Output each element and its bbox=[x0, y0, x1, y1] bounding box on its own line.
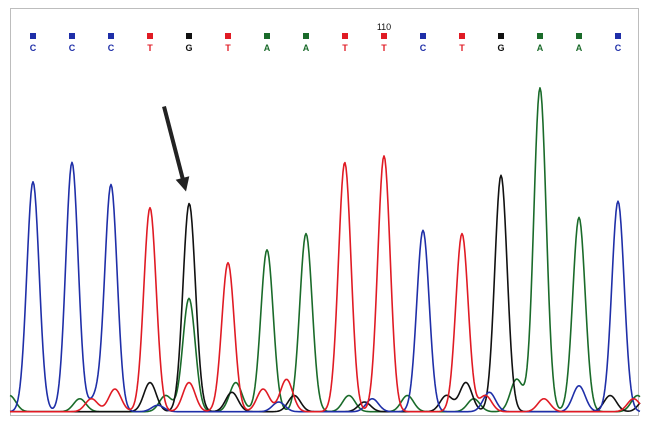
base-call-marker bbox=[225, 33, 231, 39]
base-call-letter: T bbox=[459, 43, 465, 53]
base-call-letter: C bbox=[108, 43, 115, 53]
base-call-letter: A bbox=[576, 43, 583, 53]
base-call-marker bbox=[186, 33, 192, 39]
plot-frame bbox=[10, 8, 639, 416]
trace-C bbox=[9, 161, 641, 413]
base-call-letter: T bbox=[381, 43, 387, 53]
arrow-head bbox=[175, 176, 190, 192]
base-call-marker bbox=[342, 33, 348, 39]
base-call-letter: A bbox=[537, 43, 544, 53]
base-call-marker bbox=[303, 33, 309, 39]
annotation-layer bbox=[162, 105, 190, 192]
trace-A bbox=[9, 87, 641, 413]
base-call-letter: G bbox=[497, 43, 504, 53]
base-call-marker bbox=[147, 33, 153, 39]
base-call-letter: T bbox=[147, 43, 153, 53]
base-call-marker bbox=[615, 33, 621, 39]
base-call-letter: G bbox=[185, 43, 192, 53]
base-call-letter: C bbox=[30, 43, 37, 53]
arrow-shaft bbox=[162, 105, 186, 183]
position-label-110: 110 bbox=[377, 22, 391, 32]
base-call-letter: T bbox=[342, 43, 348, 53]
base-call-letter: C bbox=[69, 43, 76, 53]
base-call-letter: T bbox=[225, 43, 231, 53]
base-call-marker bbox=[381, 33, 387, 39]
base-call-letter: A bbox=[303, 43, 310, 53]
base-call-marker bbox=[69, 33, 75, 39]
base-call-marker bbox=[108, 33, 114, 39]
base-call-letter: C bbox=[420, 43, 427, 53]
base-call-letter: A bbox=[264, 43, 271, 53]
base-call-marker bbox=[459, 33, 465, 39]
base-call-marker bbox=[420, 33, 426, 39]
trace-layer bbox=[9, 87, 641, 413]
base-call-marker bbox=[30, 33, 36, 39]
base-call-marker bbox=[498, 33, 504, 39]
trace-T bbox=[10, 155, 641, 413]
base-call-marker bbox=[576, 33, 582, 39]
base-call-marker bbox=[537, 33, 543, 39]
base-call-letter: C bbox=[615, 43, 622, 53]
base-call-marker bbox=[264, 33, 270, 39]
